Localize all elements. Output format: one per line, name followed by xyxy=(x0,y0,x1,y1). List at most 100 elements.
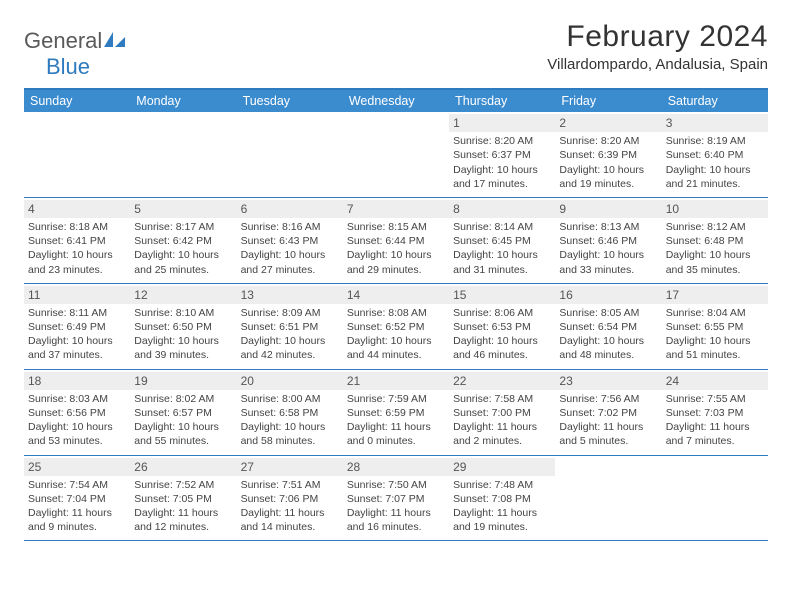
calendar-day-cell: 1Sunrise: 8:20 AMSunset: 6:37 PMDaylight… xyxy=(449,112,555,197)
daylight-text: and 27 minutes. xyxy=(241,263,339,277)
title-block: February 2024 Villardompardo, Andalusia,… xyxy=(547,20,768,73)
calendar-day-cell: 14Sunrise: 8:08 AMSunset: 6:52 PMDayligh… xyxy=(343,284,449,369)
calendar-week-row: 11Sunrise: 8:11 AMSunset: 6:49 PMDayligh… xyxy=(24,284,768,370)
daylight-text: Daylight: 10 hours xyxy=(559,163,657,177)
daylight-text: Daylight: 10 hours xyxy=(347,248,445,262)
day-number: 13 xyxy=(237,286,343,304)
calendar-day-cell: 8Sunrise: 8:14 AMSunset: 6:45 PMDaylight… xyxy=(449,198,555,283)
daylight-text: and 9 minutes. xyxy=(28,520,126,534)
calendar-day-cell: 12Sunrise: 8:10 AMSunset: 6:50 PMDayligh… xyxy=(130,284,236,369)
day-number: 26 xyxy=(130,458,236,476)
sunrise-text: Sunrise: 8:05 AM xyxy=(559,306,657,320)
daylight-text: and 19 minutes. xyxy=(453,520,551,534)
daylight-text: and 46 minutes. xyxy=(453,348,551,362)
day-number: 12 xyxy=(130,286,236,304)
day-number: 2 xyxy=(555,114,661,132)
calendar-day-cell: 25Sunrise: 7:54 AMSunset: 7:04 PMDayligh… xyxy=(24,456,130,541)
sunset-text: Sunset: 6:46 PM xyxy=(559,234,657,248)
calendar-day-cell: 27Sunrise: 7:51 AMSunset: 7:06 PMDayligh… xyxy=(237,456,343,541)
page-header: General Blue February 2024 Villardompard… xyxy=(24,20,768,80)
daylight-text: and 44 minutes. xyxy=(347,348,445,362)
day-number: 19 xyxy=(130,372,236,390)
daylight-text: and 37 minutes. xyxy=(28,348,126,362)
calendar-week-row: 1Sunrise: 8:20 AMSunset: 6:37 PMDaylight… xyxy=(24,112,768,198)
calendar-day-cell: 5Sunrise: 8:17 AMSunset: 6:42 PMDaylight… xyxy=(130,198,236,283)
sunrise-text: Sunrise: 8:00 AM xyxy=(241,392,339,406)
day-number: 10 xyxy=(662,200,768,218)
calendar-day-cell: 19Sunrise: 8:02 AMSunset: 6:57 PMDayligh… xyxy=(130,370,236,455)
daylight-text: Daylight: 11 hours xyxy=(453,420,551,434)
daylight-text: and 12 minutes. xyxy=(134,520,232,534)
brand-word-1: General xyxy=(24,28,102,54)
sunrise-text: Sunrise: 7:59 AM xyxy=(347,392,445,406)
sunrise-text: Sunrise: 8:04 AM xyxy=(666,306,764,320)
daylight-text: Daylight: 10 hours xyxy=(453,334,551,348)
sunrise-text: Sunrise: 8:10 AM xyxy=(134,306,232,320)
calendar-day-cell: 2Sunrise: 8:20 AMSunset: 6:39 PMDaylight… xyxy=(555,112,661,197)
sunset-text: Sunset: 6:53 PM xyxy=(453,320,551,334)
sunrise-text: Sunrise: 7:48 AM xyxy=(453,478,551,492)
sunset-text: Sunset: 6:39 PM xyxy=(559,148,657,162)
weekday-header: Sunday xyxy=(24,90,130,112)
daylight-text: and 31 minutes. xyxy=(453,263,551,277)
daylight-text: Daylight: 10 hours xyxy=(241,248,339,262)
sunrise-text: Sunrise: 8:15 AM xyxy=(347,220,445,234)
day-number: 11 xyxy=(24,286,130,304)
day-number: 16 xyxy=(555,286,661,304)
daylight-text: Daylight: 10 hours xyxy=(347,334,445,348)
sunrise-text: Sunrise: 8:12 AM xyxy=(666,220,764,234)
daylight-text: and 19 minutes. xyxy=(559,177,657,191)
day-number: 17 xyxy=(662,286,768,304)
daylight-text: and 39 minutes. xyxy=(134,348,232,362)
daylight-text: Daylight: 11 hours xyxy=(134,506,232,520)
daylight-text: Daylight: 11 hours xyxy=(453,506,551,520)
daylight-text: Daylight: 11 hours xyxy=(347,420,445,434)
sunset-text: Sunset: 6:52 PM xyxy=(347,320,445,334)
sunrise-text: Sunrise: 8:20 AM xyxy=(453,134,551,148)
sunset-text: Sunset: 6:40 PM xyxy=(666,148,764,162)
calendar-day-cell: 4Sunrise: 8:18 AMSunset: 6:41 PMDaylight… xyxy=(24,198,130,283)
calendar-day-cell xyxy=(555,456,661,541)
daylight-text: Daylight: 11 hours xyxy=(559,420,657,434)
daylight-text: Daylight: 10 hours xyxy=(559,334,657,348)
daylight-text: Daylight: 10 hours xyxy=(28,334,126,348)
calendar-day-cell: 9Sunrise: 8:13 AMSunset: 6:46 PMDaylight… xyxy=(555,198,661,283)
brand-word-2: Blue xyxy=(46,54,90,80)
day-number: 24 xyxy=(662,372,768,390)
sunset-text: Sunset: 7:05 PM xyxy=(134,492,232,506)
daylight-text: and 17 minutes. xyxy=(453,177,551,191)
daylight-text: Daylight: 10 hours xyxy=(241,420,339,434)
day-number: 21 xyxy=(343,372,449,390)
weekday-header: Thursday xyxy=(449,90,555,112)
daylight-text: Daylight: 11 hours xyxy=(666,420,764,434)
calendar-day-cell xyxy=(662,456,768,541)
sunset-text: Sunset: 7:07 PM xyxy=(347,492,445,506)
daylight-text: Daylight: 10 hours xyxy=(666,248,764,262)
sunset-text: Sunset: 6:43 PM xyxy=(241,234,339,248)
daylight-text: and 58 minutes. xyxy=(241,434,339,448)
sunset-text: Sunset: 6:59 PM xyxy=(347,406,445,420)
sunset-text: Sunset: 6:55 PM xyxy=(666,320,764,334)
daylight-text: Daylight: 10 hours xyxy=(666,334,764,348)
sunrise-text: Sunrise: 8:11 AM xyxy=(28,306,126,320)
day-number: 1 xyxy=(449,114,555,132)
calendar-day-cell: 3Sunrise: 8:19 AMSunset: 6:40 PMDaylight… xyxy=(662,112,768,197)
calendar-day-cell: 15Sunrise: 8:06 AMSunset: 6:53 PMDayligh… xyxy=(449,284,555,369)
sunrise-text: Sunrise: 8:03 AM xyxy=(28,392,126,406)
day-number: 29 xyxy=(449,458,555,476)
brand-sail-icon xyxy=(104,32,126,48)
weekday-header: Wednesday xyxy=(343,90,449,112)
calendar-day-cell: 6Sunrise: 8:16 AMSunset: 6:43 PMDaylight… xyxy=(237,198,343,283)
daylight-text: and 55 minutes. xyxy=(134,434,232,448)
sunset-text: Sunset: 7:00 PM xyxy=(453,406,551,420)
daylight-text: Daylight: 10 hours xyxy=(134,248,232,262)
sunrise-text: Sunrise: 7:52 AM xyxy=(134,478,232,492)
day-number: 3 xyxy=(662,114,768,132)
sunrise-text: Sunrise: 7:55 AM xyxy=(666,392,764,406)
sunset-text: Sunset: 6:58 PM xyxy=(241,406,339,420)
daylight-text: Daylight: 10 hours xyxy=(559,248,657,262)
sunrise-text: Sunrise: 7:58 AM xyxy=(453,392,551,406)
daylight-text: and 14 minutes. xyxy=(241,520,339,534)
daylight-text: and 42 minutes. xyxy=(241,348,339,362)
sunrise-text: Sunrise: 7:54 AM xyxy=(28,478,126,492)
